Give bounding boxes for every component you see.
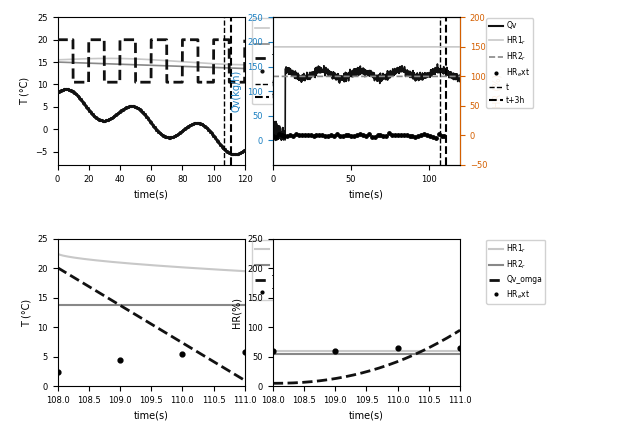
Point — [375, 132, 385, 139]
Point — [273, 131, 284, 138]
Point — [416, 132, 426, 138]
Point — [341, 131, 351, 138]
Point — [323, 132, 333, 139]
Point — [387, 132, 397, 139]
Legend: HR1$_r$, HR2$_r$, Qv_omga, HR$_e$xt: HR1$_r$, HR2$_r$, Qv_omga, HR$_e$xt — [486, 240, 545, 304]
Point — [288, 133, 298, 140]
Point — [367, 133, 377, 140]
X-axis label: time(s): time(s) — [349, 189, 384, 199]
Point — [433, 131, 443, 138]
Point — [240, 349, 250, 355]
Legend: Qv, HR1$_r$, HR2$_r$, HR$_e$xt, t, t+3h: Qv, HR1$_r$, HR2$_r$, HR$_e$xt, t, t+3h — [486, 18, 534, 108]
Point — [311, 132, 321, 139]
Point — [305, 131, 316, 138]
Point — [320, 133, 330, 140]
Point — [285, 131, 295, 138]
Point — [268, 347, 278, 354]
Point — [329, 132, 339, 139]
Point — [384, 130, 394, 137]
Point — [399, 132, 409, 138]
Y-axis label: Qv(kg/h): Qv(kg/h) — [232, 70, 242, 112]
X-axis label: time(s): time(s) — [349, 411, 384, 421]
Point — [317, 132, 327, 138]
Point — [297, 132, 307, 138]
Point — [279, 133, 289, 140]
Point — [393, 132, 403, 138]
Legend: Tz1$_r$, Tz2$_r$, Theat, Text, t, t+3h: Tz1$_r$, Tz2$_r$, Theat, Text, t, t+3h — [252, 18, 297, 105]
Y-axis label: HR (%): HR (%) — [493, 74, 503, 108]
Point — [300, 132, 310, 138]
Legend: Tz1$_r$, Tz2$_r$, Theat, Text: Tz1$_r$, Tz2$_r$, Theat, Text — [252, 240, 297, 300]
Point — [413, 133, 424, 140]
Point — [115, 356, 125, 363]
Point — [358, 132, 368, 138]
Y-axis label: T (°C): T (°C) — [20, 77, 30, 105]
Point — [352, 132, 362, 138]
Point — [271, 134, 281, 141]
Point — [330, 347, 341, 354]
Point — [337, 132, 348, 139]
Point — [401, 132, 412, 138]
Point — [396, 132, 406, 138]
Point — [436, 132, 447, 139]
Point — [335, 132, 345, 139]
Point — [422, 132, 432, 138]
Point — [52, 368, 63, 375]
Point — [419, 131, 429, 138]
Point — [378, 132, 389, 139]
Point — [455, 345, 465, 352]
Point — [326, 132, 336, 138]
Point — [373, 131, 383, 138]
X-axis label: time(s): time(s) — [134, 189, 169, 199]
Point — [369, 133, 380, 140]
Point — [392, 345, 403, 352]
Point — [440, 132, 450, 139]
Point — [282, 133, 293, 140]
Point — [361, 133, 371, 140]
X-axis label: time(s): time(s) — [134, 411, 169, 421]
Point — [268, 133, 278, 140]
Point — [431, 135, 441, 141]
Point — [303, 132, 313, 139]
Point — [410, 134, 420, 141]
Point — [408, 132, 418, 139]
Point — [314, 131, 325, 138]
Point — [343, 132, 353, 138]
Point — [291, 131, 301, 138]
Point — [332, 130, 342, 137]
Point — [427, 133, 438, 140]
Point — [294, 132, 304, 138]
Point — [177, 350, 187, 357]
Y-axis label: HR(%): HR(%) — [232, 297, 242, 328]
Y-axis label: T (°C): T (°C) — [22, 299, 32, 326]
Point — [381, 133, 392, 140]
Point — [349, 133, 359, 140]
Point — [404, 132, 415, 139]
Point — [390, 132, 400, 138]
Point — [309, 132, 319, 139]
Point — [364, 130, 374, 137]
Point — [355, 131, 366, 138]
Point — [277, 132, 287, 138]
Point — [346, 132, 357, 139]
Point — [425, 132, 435, 139]
